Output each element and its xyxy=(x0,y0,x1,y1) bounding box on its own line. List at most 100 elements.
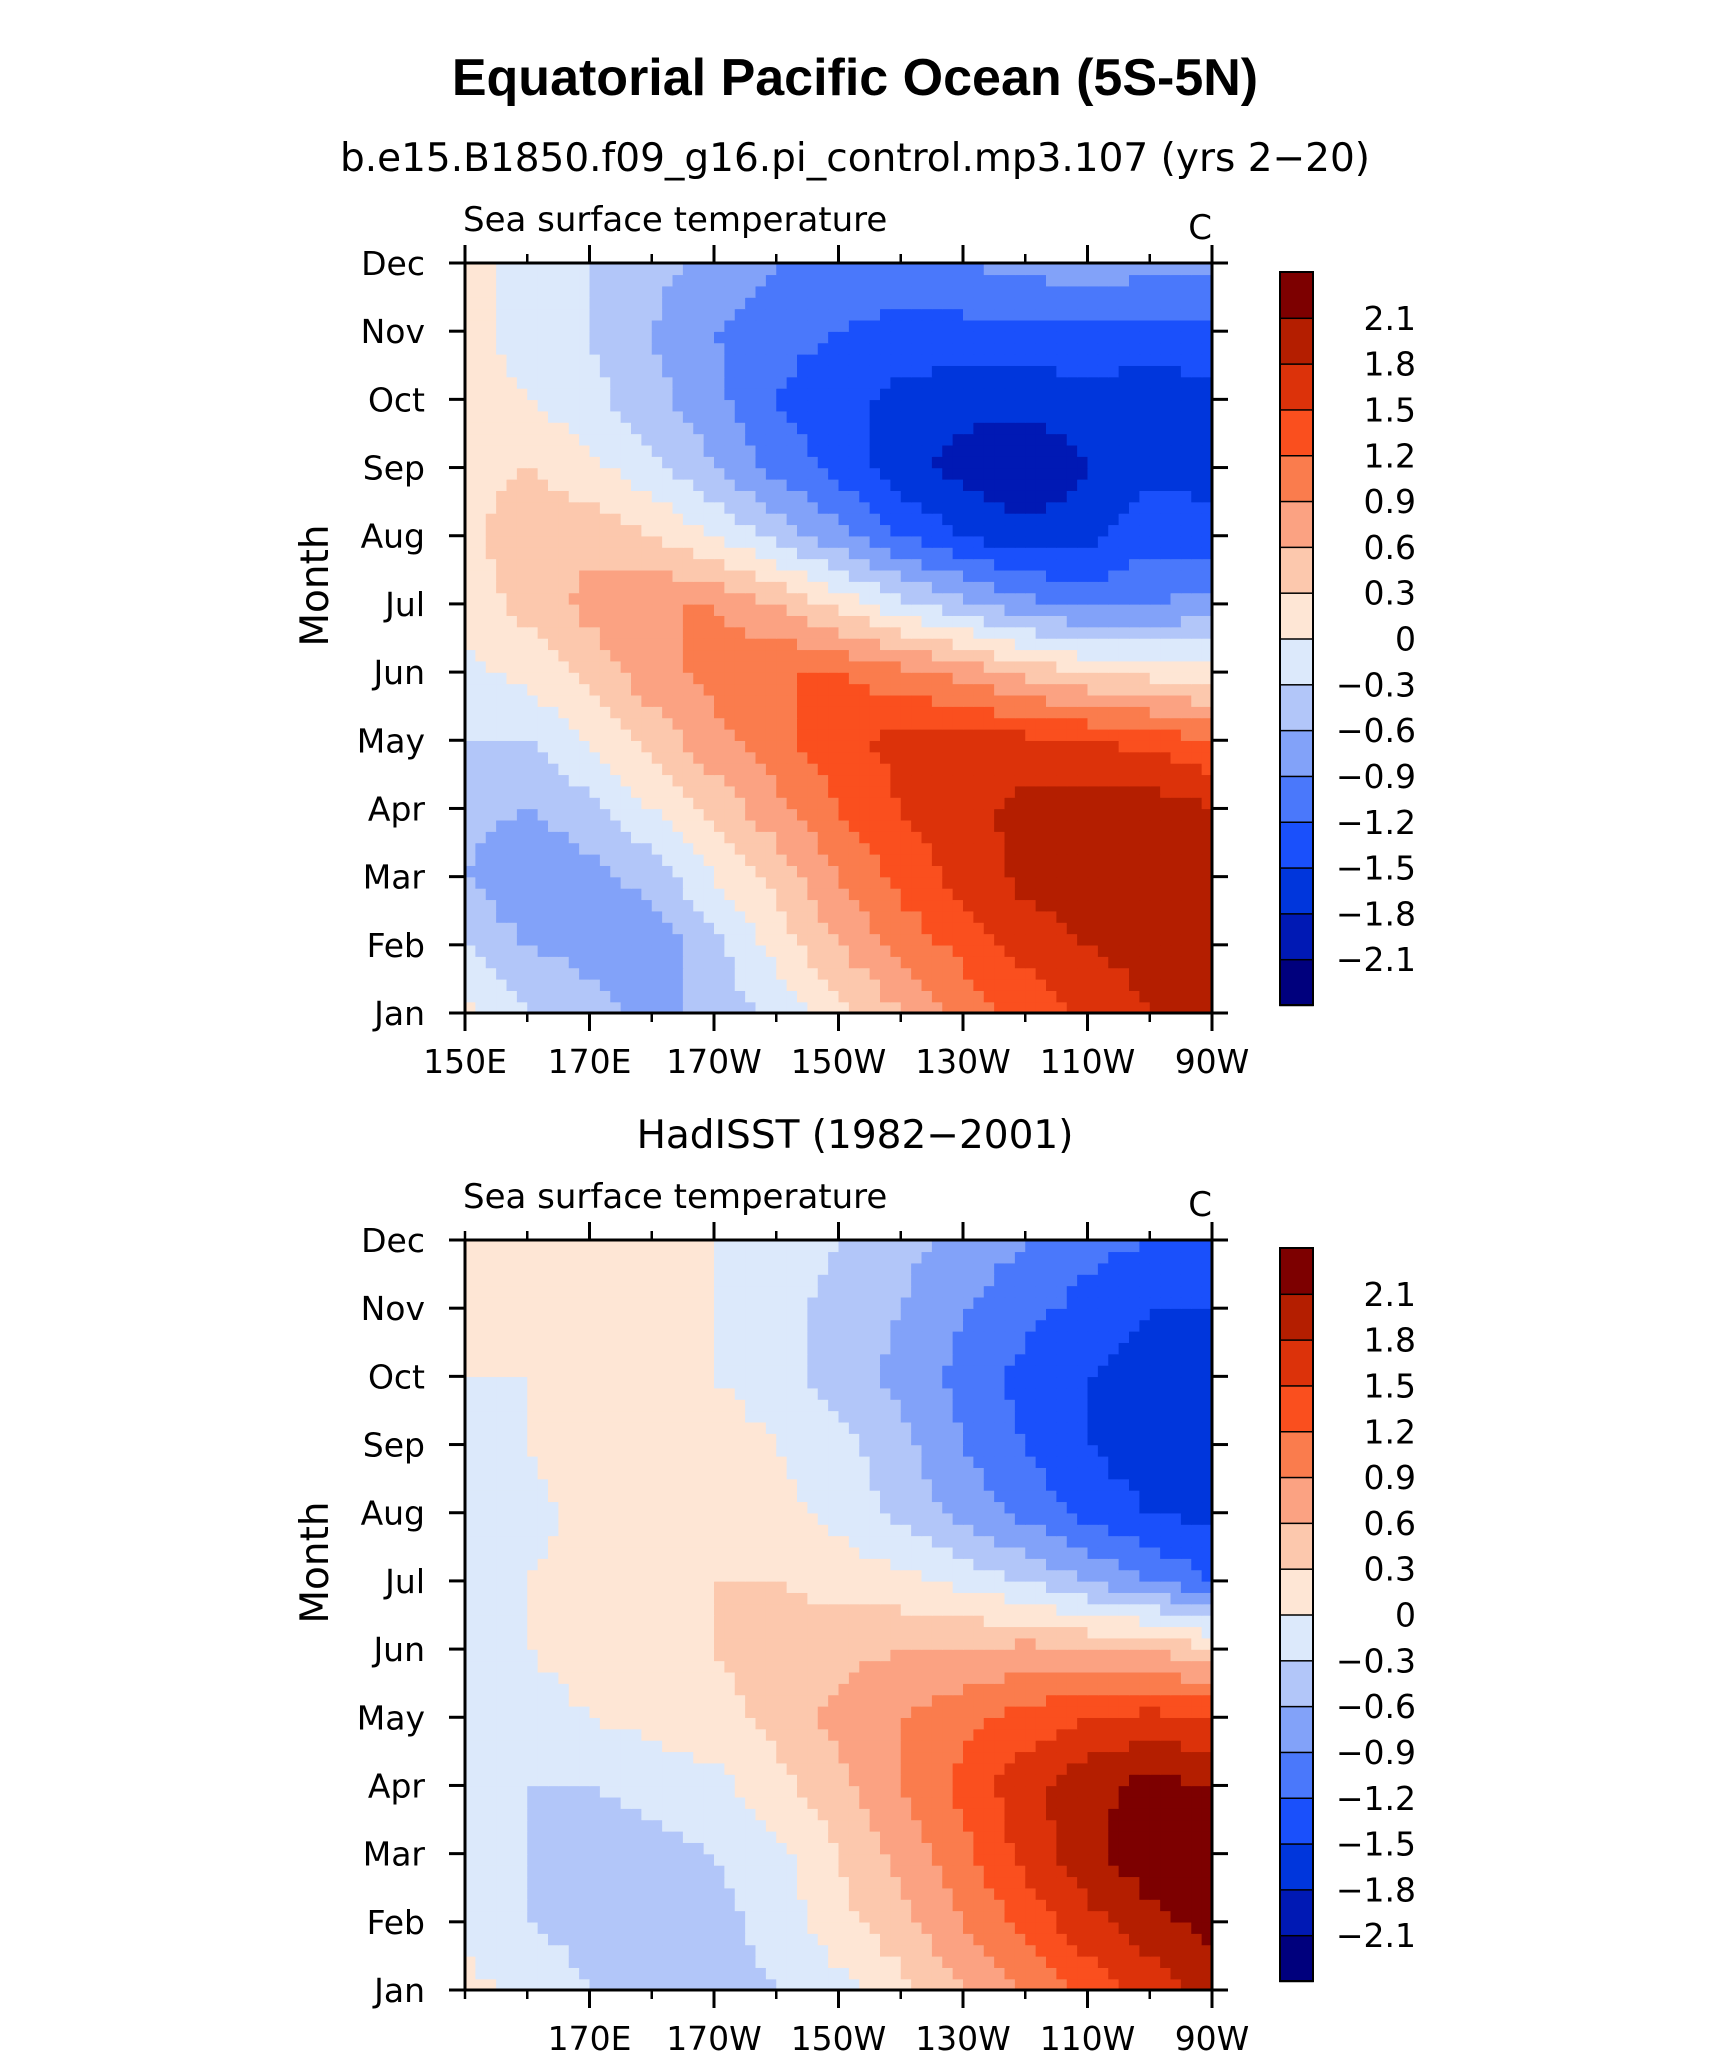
sst-cell xyxy=(869,603,881,616)
sst-cell xyxy=(672,490,684,503)
sst-cell xyxy=(931,297,943,310)
sst-cell xyxy=(942,649,954,662)
sst-cell xyxy=(921,694,933,707)
sst-cell xyxy=(797,797,809,810)
sst-cell xyxy=(682,899,694,912)
sst-cell xyxy=(828,933,840,946)
sst-cell xyxy=(963,842,975,855)
sst-cell xyxy=(745,649,757,662)
sst-cell xyxy=(1108,660,1120,673)
sst-cell xyxy=(1149,285,1161,298)
colorbar-box xyxy=(1279,683,1314,732)
sst-cell xyxy=(994,706,1006,719)
sst-cell xyxy=(651,1967,663,1980)
sst-cell xyxy=(817,978,829,991)
sst-cell xyxy=(838,592,850,605)
sst-cell xyxy=(963,490,975,503)
sst-cell xyxy=(911,978,923,991)
sst-cell xyxy=(516,774,528,787)
sst-cell xyxy=(1108,615,1120,628)
sst-cell xyxy=(568,285,580,298)
sst-cell xyxy=(952,501,964,514)
sst-cell xyxy=(724,717,736,730)
sst-cell xyxy=(641,263,653,276)
sst-cell xyxy=(786,888,798,901)
sst-cell xyxy=(465,535,477,548)
sst-cell xyxy=(620,274,632,287)
sst-cell xyxy=(942,308,954,321)
sst-cell xyxy=(786,1001,798,1014)
sst-cell xyxy=(786,956,798,969)
sst-cell xyxy=(714,899,726,912)
sst-cell xyxy=(828,615,840,628)
sst-cell xyxy=(641,308,653,321)
sst-cell xyxy=(1170,853,1182,866)
sst-cell xyxy=(911,751,923,764)
sst-cell xyxy=(1191,978,1203,991)
sst-cell xyxy=(662,558,674,571)
sst-cell xyxy=(848,1978,860,1991)
sst-cell xyxy=(693,660,705,673)
sst-cell xyxy=(1066,365,1078,378)
sst-cell xyxy=(475,922,487,935)
sst-cell xyxy=(1191,672,1203,685)
sst-cell xyxy=(1087,706,1099,719)
sst-cell xyxy=(921,615,933,628)
sst-cell xyxy=(911,547,923,560)
sst-cell xyxy=(745,1967,757,1980)
sst-cell xyxy=(620,899,632,912)
sst-cell xyxy=(1004,603,1016,616)
sst-cell xyxy=(641,842,653,855)
sst-cell xyxy=(662,319,674,332)
sst-cell xyxy=(682,388,694,401)
sst-cell xyxy=(828,785,840,798)
sst-cell xyxy=(516,683,528,696)
sst-cell xyxy=(900,592,912,605)
sst-cell xyxy=(797,274,809,287)
sst-cell xyxy=(973,956,985,969)
sst-cell xyxy=(714,853,726,866)
sst-cell xyxy=(1004,478,1016,491)
sst-cell xyxy=(1149,388,1161,401)
sst-cell xyxy=(537,899,549,912)
sst-cell xyxy=(610,581,622,594)
sst-cell xyxy=(1180,978,1192,991)
panel-model: JanFebMarAprMayJunJulAugSepOctNovDec150E… xyxy=(293,136,1416,1081)
sst-cell xyxy=(1046,660,1058,673)
sst-cell xyxy=(931,899,943,912)
sst-cell xyxy=(1097,603,1109,616)
sst-cell xyxy=(506,285,518,298)
sst-cell xyxy=(1025,740,1037,753)
sst-cell xyxy=(465,513,477,526)
sst-cell xyxy=(890,615,902,628)
sst-cell xyxy=(465,285,477,298)
sst-cell xyxy=(765,853,777,866)
sst-cell xyxy=(568,933,580,946)
sst-cell xyxy=(1180,399,1192,412)
sst-cell xyxy=(1014,331,1026,344)
sst-cell xyxy=(1201,376,1213,389)
sst-cell xyxy=(475,865,487,878)
sst-cell xyxy=(1170,615,1182,628)
sst-cell xyxy=(651,615,663,628)
sst-cell xyxy=(1139,353,1151,366)
sst-cell xyxy=(537,285,549,298)
sst-cell xyxy=(1108,899,1120,912)
sst-cell xyxy=(942,717,954,730)
sst-cell xyxy=(952,353,964,366)
sst-cell xyxy=(703,547,715,560)
sst-cell xyxy=(1118,740,1130,753)
sst-cell xyxy=(1014,581,1026,594)
sst-cell xyxy=(1160,728,1172,741)
sst-cell xyxy=(848,853,860,866)
sst-cell xyxy=(620,706,632,719)
sst-cell xyxy=(599,490,611,503)
sst-cell xyxy=(1046,853,1058,866)
sst-cell xyxy=(1035,1001,1047,1014)
sst-cell xyxy=(682,785,694,798)
sst-cell xyxy=(682,410,694,423)
sst-cell xyxy=(568,763,580,776)
sst-cell xyxy=(1201,706,1213,719)
sst-cell xyxy=(599,444,611,457)
sst-cell xyxy=(797,285,809,298)
